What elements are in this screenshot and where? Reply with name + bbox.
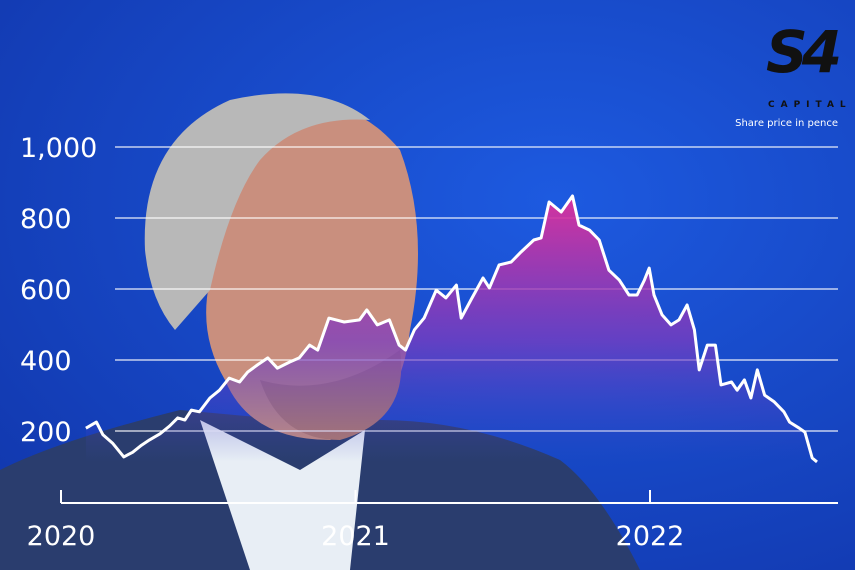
- chart-note: Share price in pence: [735, 118, 838, 129]
- y-axis-labels: 200 400 600 800 1,000: [20, 133, 97, 448]
- price-line: [85, 194, 818, 464]
- y-tick-label: 600: [20, 275, 72, 306]
- price-area: [85, 196, 818, 462]
- x-tick-label: 2020: [27, 521, 96, 552]
- logo-subtext: CAPITAL: [768, 100, 852, 110]
- y-tick-label: 800: [20, 204, 72, 235]
- s4-logo: S4 CAPITAL: [766, 18, 852, 110]
- y-tick-label: 200: [20, 417, 72, 448]
- logo-mark: S4: [766, 18, 839, 86]
- y-tick-label: 400: [20, 346, 72, 377]
- y-tick-label: 1,000: [20, 133, 97, 164]
- x-axis-ticks: 2020 2021 2022: [27, 490, 685, 552]
- x-tick-label: 2021: [321, 521, 390, 552]
- x-tick-label: 2022: [616, 521, 685, 552]
